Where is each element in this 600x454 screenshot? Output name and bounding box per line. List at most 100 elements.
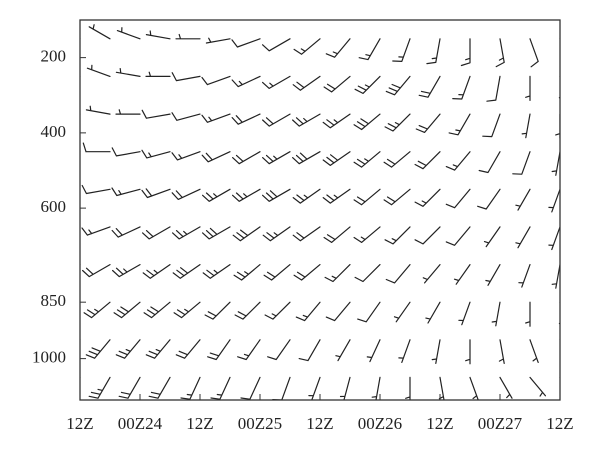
wind-barb (201, 75, 231, 86)
wind-barb (204, 301, 231, 320)
wind-barb (82, 264, 111, 278)
wind-barb (495, 38, 505, 68)
wind-barb (385, 75, 411, 96)
wind-barb (264, 301, 291, 320)
wind-barb (292, 151, 321, 165)
wind-barb (175, 339, 201, 359)
wind-barb (298, 339, 321, 362)
wind-barb (445, 188, 471, 209)
wind-barb (232, 226, 261, 242)
wind-barb (458, 301, 471, 326)
wind-barb (80, 264, 81, 266)
wind-barb (202, 226, 231, 240)
wind-barb (405, 376, 411, 400)
x-tick-label: 12Z (426, 414, 453, 433)
x-tick-label: 00Z24 (118, 414, 163, 433)
wind-barb (293, 264, 321, 281)
wind-barb (551, 151, 560, 176)
wind-barb (325, 301, 351, 322)
wind-barb (292, 75, 321, 91)
wind-barb (80, 226, 81, 228)
wind-barb (111, 226, 141, 238)
wind-barb (383, 151, 411, 168)
wind-barb (262, 226, 291, 242)
wind-barb (232, 151, 261, 165)
wind-barb (392, 38, 411, 62)
wind-barb (80, 113, 81, 115)
wind-barb (231, 38, 261, 48)
wind-barb (145, 339, 171, 359)
y-tick-label: 200 (41, 47, 67, 66)
wind-barb (148, 376, 171, 399)
wind-barb (171, 188, 201, 200)
wind-barb (452, 75, 471, 100)
wind-barb (393, 301, 411, 323)
y-tick-label: 1000 (32, 348, 66, 367)
wind-barb (414, 188, 441, 207)
wind-barb (171, 112, 201, 121)
wind-barb (111, 187, 141, 197)
wind-barb (293, 38, 321, 55)
wind-barb (486, 75, 501, 102)
wind-barb (483, 226, 501, 248)
wind-barb (398, 339, 411, 363)
wind-barb (485, 264, 501, 286)
wind-barb (323, 75, 351, 93)
wind-barb (262, 188, 291, 202)
wind-barb (518, 264, 531, 288)
wind-barb (142, 264, 171, 279)
wind-barb (172, 264, 201, 279)
wind-barb (115, 109, 141, 115)
wind-barb (81, 184, 111, 195)
wind-barb (86, 64, 111, 77)
wind-barb (202, 264, 231, 279)
x-tick-label: 12Z (186, 414, 213, 433)
wind-barb (325, 38, 351, 58)
wind-barb (525, 301, 531, 327)
wind-barb (512, 151, 531, 175)
wind-barb (515, 188, 531, 211)
wind-barb (205, 37, 231, 44)
wind-barb (445, 226, 471, 246)
wind-barb (201, 151, 231, 163)
wind-barb (426, 38, 441, 65)
wind-barb (116, 27, 141, 40)
wind-barb (425, 301, 441, 324)
wind-barb (202, 188, 231, 202)
wind-barb (80, 188, 81, 190)
wind-barb (234, 301, 261, 320)
wind-barb (145, 71, 171, 77)
wind-barb (82, 142, 111, 153)
wind-barb (548, 226, 560, 251)
wind-barb (548, 188, 560, 213)
wind-barb (555, 113, 560, 139)
wind-barb (141, 109, 171, 119)
wind-barb (418, 75, 441, 98)
wind-barb (384, 113, 411, 132)
wind-barb (172, 226, 201, 240)
wind-barb (353, 226, 381, 243)
wind-barb (210, 376, 231, 400)
wind-barb (491, 301, 501, 327)
wind-barb (559, 38, 560, 41)
wind-barb (141, 149, 171, 159)
wind-barb (515, 226, 531, 249)
wind-barb (81, 226, 111, 236)
wind-barb (559, 376, 560, 379)
wind-barb (460, 38, 471, 67)
wind-barb (498, 339, 505, 364)
x-tick-label: 12Z (546, 414, 573, 433)
wind-barb (80, 75, 81, 77)
wind-barb (477, 188, 501, 210)
wind-barb (231, 75, 261, 88)
wind-barb (240, 376, 261, 400)
wind-barb (383, 188, 411, 206)
wind-barb (145, 30, 171, 40)
wind-barb (384, 226, 411, 245)
wind-barb (358, 38, 381, 61)
x-tick-label: 00Z25 (238, 414, 282, 433)
wind-barb (295, 301, 321, 322)
wind-barb (88, 376, 111, 399)
wind-barb (292, 188, 321, 204)
x-tick-label: 12Z (66, 414, 93, 433)
